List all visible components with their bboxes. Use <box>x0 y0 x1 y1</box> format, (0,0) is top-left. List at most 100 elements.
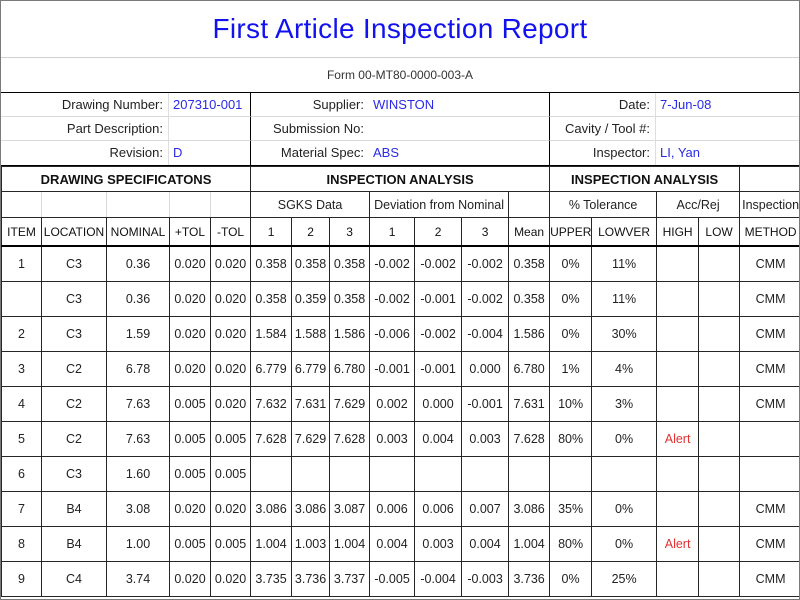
table-cell: 3 <box>1 351 42 387</box>
table-cell <box>549 456 593 492</box>
table-cell: 0.005 <box>169 526 211 562</box>
table-cell: 0% <box>549 561 593 597</box>
field-label-date: Date: <box>549 93 656 117</box>
table-cell: -0.002 <box>414 316 463 352</box>
table-cell: 9 <box>1 561 42 597</box>
column-header: 3 <box>461 217 510 247</box>
table-cell <box>508 456 551 492</box>
table-cell: 0.359 <box>291 281 331 317</box>
table-cell: 0.358 <box>329 281 371 317</box>
table-cell: 0.020 <box>169 561 211 597</box>
table-cell: 0.003 <box>461 421 510 457</box>
table-cell: 1% <box>549 351 593 387</box>
table-cell <box>698 421 741 457</box>
table-cell: 0.006 <box>414 491 463 527</box>
column-header: LOCATION <box>41 217 107 247</box>
table-cell: 6.779 <box>250 351 293 387</box>
table-cell: 0% <box>591 526 658 562</box>
table-cell: -0.006 <box>369 316 416 352</box>
table-row: 2 C3 1.59 0.020 0.020 1.584 1.588 1.586 -0.006 -0… <box>1 316 799 352</box>
field-value-submission-no <box>369 117 549 141</box>
table-cell <box>698 456 741 492</box>
field-label-part-description: Part Description: <box>1 117 169 141</box>
table-cell: 11% <box>591 281 658 317</box>
table-cell <box>698 351 741 387</box>
table-cell <box>291 456 331 492</box>
table-cell: CMM <box>739 351 799 387</box>
table-cell: CMM <box>739 316 799 352</box>
field-label-cavity-tool: Cavity / Tool #: <box>549 117 656 141</box>
table-row: 1 C3 0.36 0.020 0.020 0.358 0.358 0.358 -0.002 -0… <box>1 245 799 282</box>
table-cell <box>1 281 42 317</box>
subheader-spacer <box>106 191 170 218</box>
table-cell: C3 <box>41 245 107 282</box>
table-cell: 0.000 <box>461 351 510 387</box>
form-number: Form 00-MT80-0000-003-A <box>1 58 799 93</box>
table-cell: 3% <box>591 386 658 422</box>
table-cell: 3.74 <box>106 561 170 597</box>
table-cell <box>329 456 371 492</box>
column-header: LOWVER <box>591 217 658 247</box>
table-cell: 1.586 <box>508 316 551 352</box>
table-cell: 30% <box>591 316 658 352</box>
table-cell: 11% <box>591 245 658 282</box>
table-cell: -0.002 <box>461 245 510 282</box>
table-cell: 1.00 <box>106 526 170 562</box>
table-row: 3 C2 6.78 0.020 0.020 6.779 6.779 6.780 -0.001 -0… <box>1 351 799 387</box>
column-header: 2 <box>291 217 331 247</box>
table-cell: C3 <box>41 316 107 352</box>
table-cell: 0% <box>591 421 658 457</box>
table-cell: 0.020 <box>209 351 252 387</box>
section-header-row: DRAWING SPECIFICATONS INSPECTION ANALYSIS… <box>1 166 799 192</box>
table-cell: 3.736 <box>291 561 331 597</box>
column-header: 2 <box>414 217 463 247</box>
table-cell: 7.628 <box>250 421 293 457</box>
table-row: 7 B4 3.08 0.020 0.020 3.086 3.086 3.087 0.006 0.0… <box>1 491 799 527</box>
table-cell: -0.004 <box>461 316 510 352</box>
subheader <box>508 191 551 218</box>
table-cell <box>656 351 700 387</box>
table-cell: 1.004 <box>250 526 293 562</box>
field-value-drawing-number: 207310-001 <box>169 93 250 117</box>
section-header <box>739 166 799 192</box>
table-cell: CMM <box>739 386 799 422</box>
table-cell <box>656 456 700 492</box>
table-cell: B4 <box>41 491 107 527</box>
table-cell: 0.020 <box>209 491 252 527</box>
table-cell <box>656 561 700 597</box>
table-cell <box>656 491 700 527</box>
table-cell: 0.358 <box>250 245 293 282</box>
table-cell <box>698 526 741 562</box>
table-cell: 0.358 <box>508 281 551 317</box>
table-cell: 3.087 <box>329 491 371 527</box>
table-cell: 7.629 <box>329 386 371 422</box>
subheader-spacer <box>209 191 252 218</box>
table-cell <box>698 491 741 527</box>
table-cell: Alert <box>656 526 700 562</box>
subheader: Acc/Rej <box>656 191 741 218</box>
table-cell: -0.001 <box>461 386 510 422</box>
table-cell: 0.020 <box>169 245 211 282</box>
table-cell: 0.003 <box>414 526 463 562</box>
table-cell: 0% <box>549 316 593 352</box>
table-cell <box>656 386 700 422</box>
table-cell: 3.086 <box>508 491 551 527</box>
field-value-revision: D <box>173 145 183 160</box>
table-cell: CMM <box>739 561 799 597</box>
table-row: 5 C2 7.63 0.005 0.005 7.628 7.629 7.628 0.003 0.0… <box>1 421 799 457</box>
table-cell: 3.08 <box>106 491 170 527</box>
table-cell: C3 <box>41 456 107 492</box>
table-cell: 0.36 <box>106 281 170 317</box>
table-cell: 8 <box>1 526 42 562</box>
table-cell: 35% <box>549 491 593 527</box>
field-label-submission-no: Submission No: <box>250 117 369 141</box>
table-row: 6 C3 1.60 0.005 0.005 <box>1 456 799 492</box>
table-cell: 0.020 <box>209 281 252 317</box>
table-cell: C3 <box>41 281 107 317</box>
column-header: +TOL <box>169 217 211 247</box>
table-cell: 7.63 <box>106 386 170 422</box>
table-cell: -0.005 <box>369 561 416 597</box>
table-cell: 0.005 <box>169 456 211 492</box>
field-value-inspector: LI, Yan <box>660 145 700 160</box>
